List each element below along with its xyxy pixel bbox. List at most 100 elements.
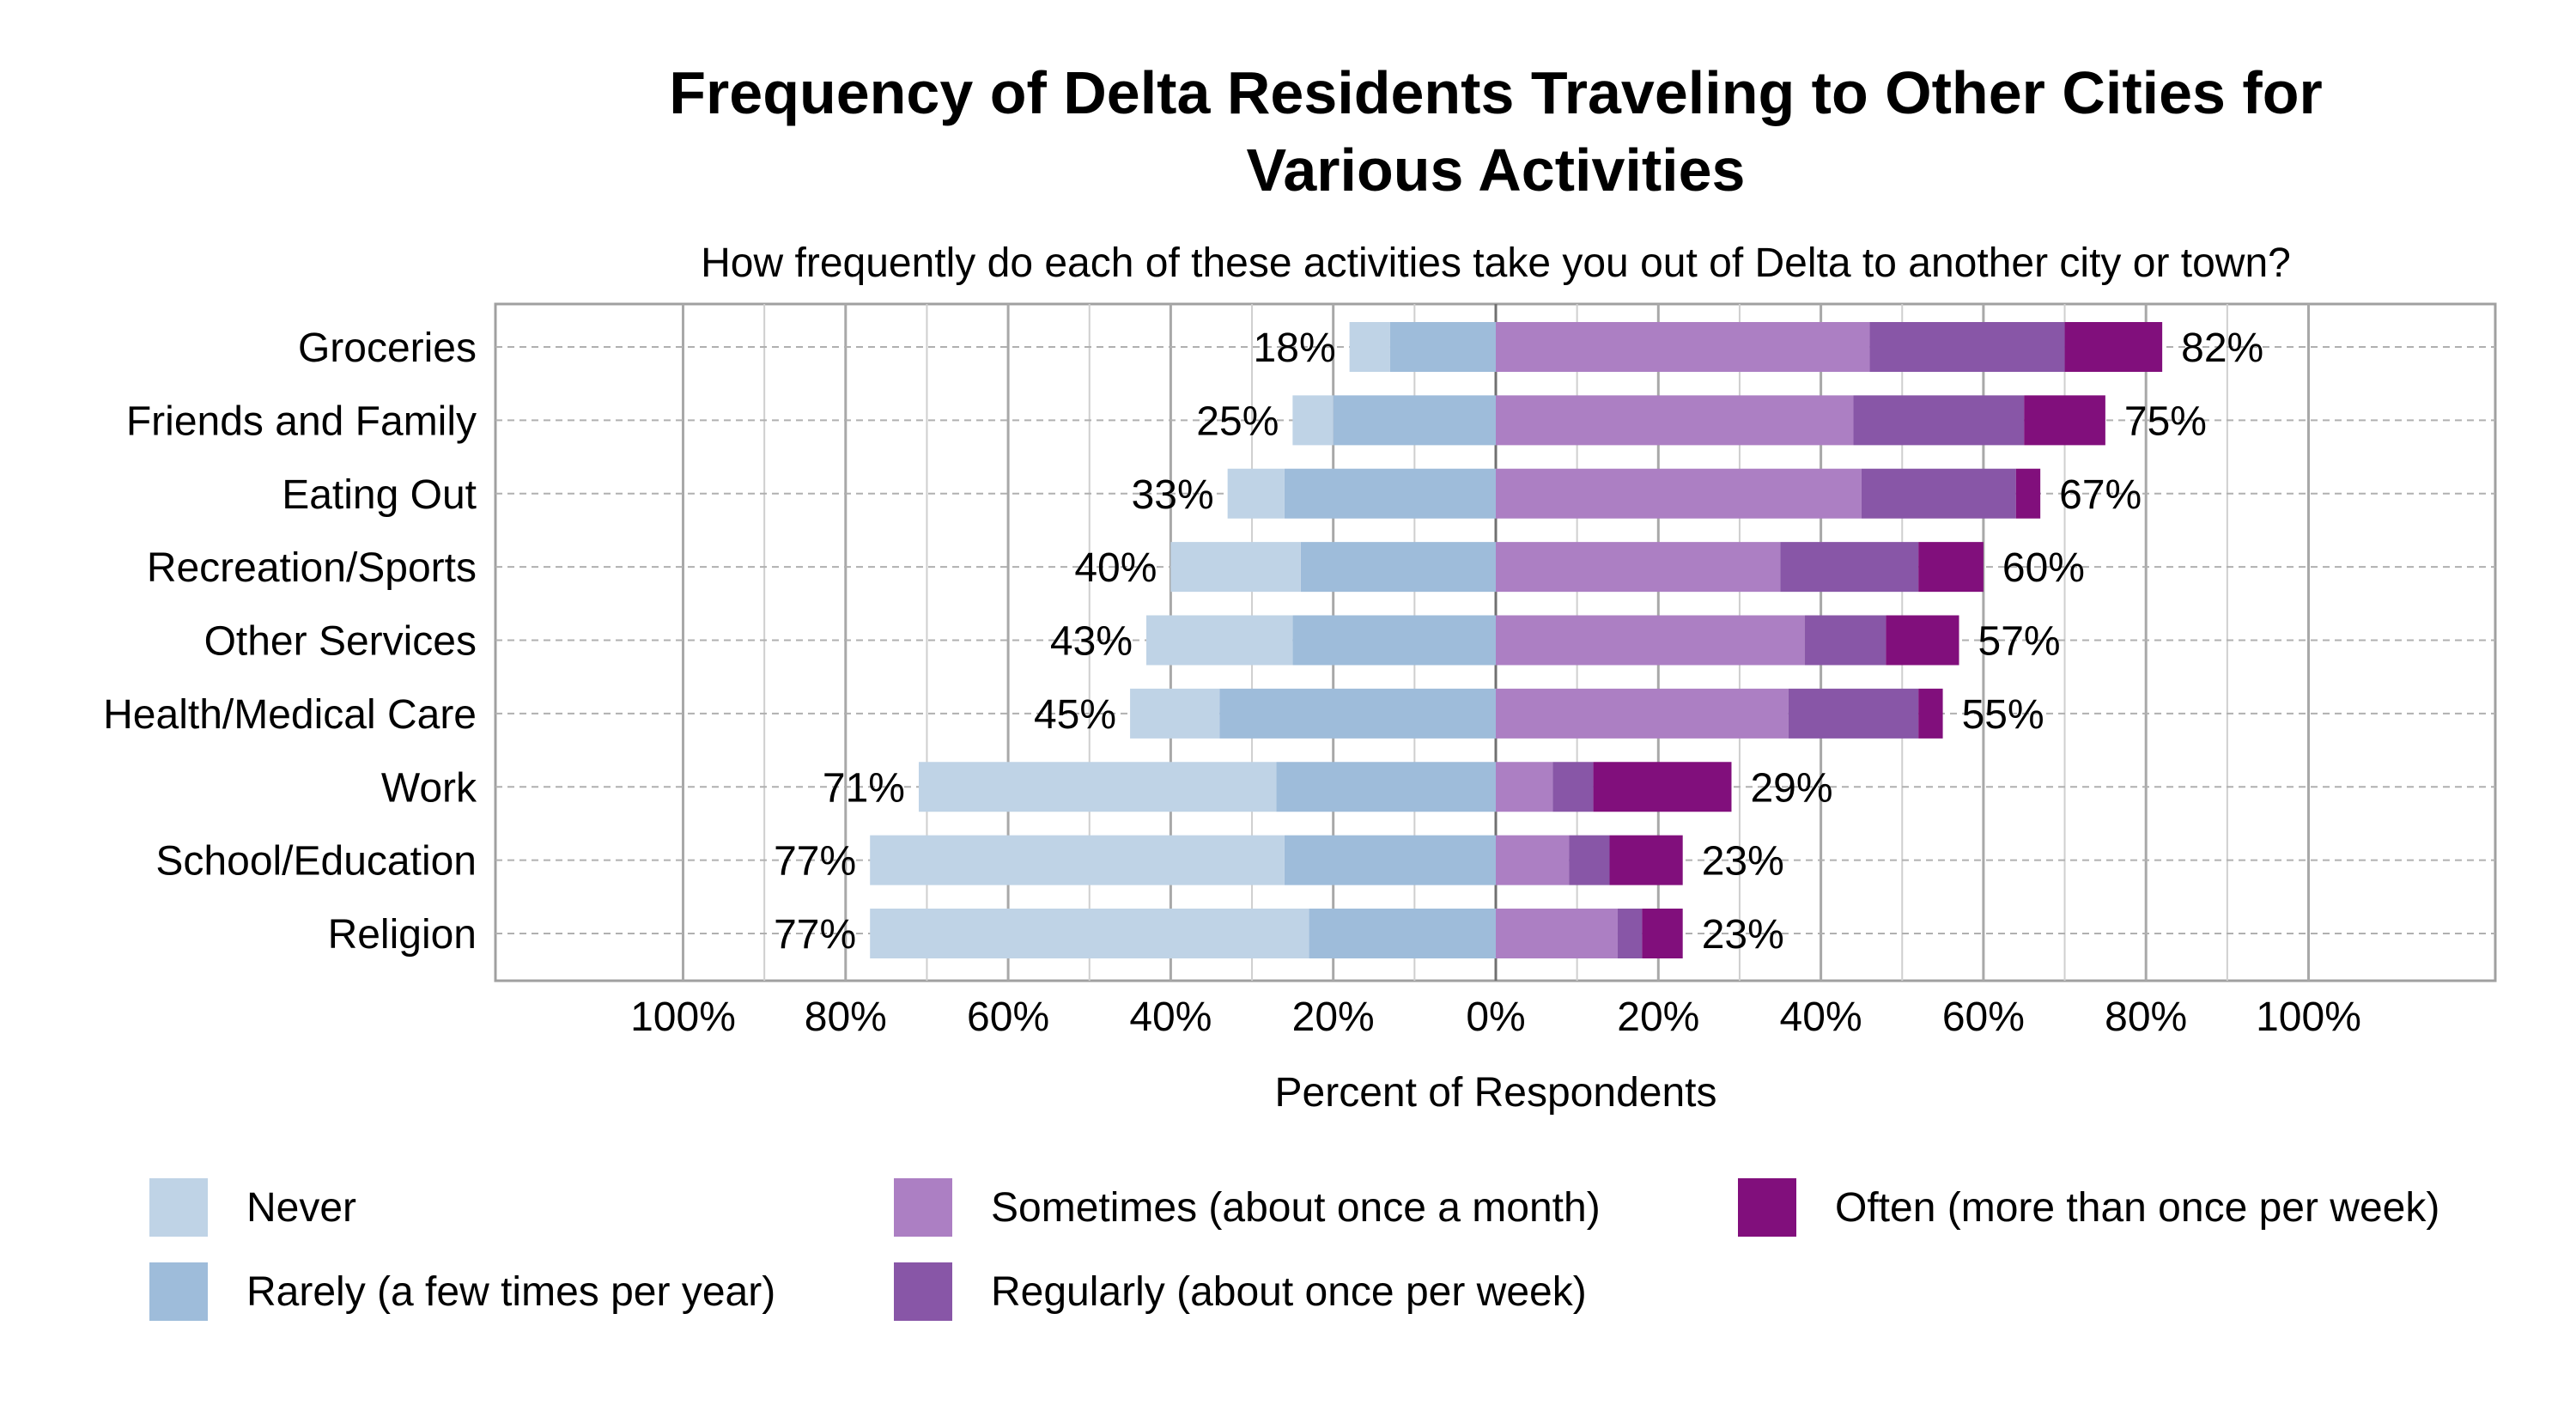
legend-label: Regularly (about once per week) bbox=[991, 1269, 1587, 1315]
bar-segment-often bbox=[2015, 468, 2041, 519]
x-tick-label: 0% bbox=[1466, 994, 1525, 1040]
legend-swatch bbox=[1738, 1178, 1796, 1237]
positive-total-label: 57% bbox=[1978, 619, 2061, 665]
positive-total-label: 23% bbox=[1702, 839, 1784, 885]
category-label: Other Services bbox=[204, 619, 477, 665]
bar-segment-rarely bbox=[1389, 322, 1496, 372]
bar-segment-regularly bbox=[1804, 615, 1886, 666]
chart-subtitle: How frequently do each of these activiti… bbox=[701, 240, 2291, 286]
bar-segment-sometimes bbox=[1496, 688, 1789, 739]
x-tick-label: 20% bbox=[1292, 994, 1375, 1040]
category-label: Health/Medical Care bbox=[103, 692, 477, 738]
bar-segment-rarely bbox=[1300, 542, 1496, 593]
bar-segment-regularly bbox=[1861, 468, 2016, 519]
category-label: Work bbox=[381, 765, 477, 811]
x-tick-label: 60% bbox=[1942, 994, 2025, 1040]
bar-segment-regularly bbox=[1617, 909, 1643, 958]
category-label: Recreation/Sports bbox=[147, 545, 477, 591]
bar-segment-often bbox=[2064, 322, 2163, 372]
bar-segment-regularly bbox=[1788, 688, 1919, 739]
legend-label: Never bbox=[246, 1185, 356, 1231]
bar-segment-sometimes bbox=[1496, 762, 1553, 812]
bar-segment-sometimes bbox=[1496, 322, 1870, 372]
bar-segment-regularly bbox=[1552, 762, 1594, 812]
bar-segment-often bbox=[1609, 835, 1683, 885]
negative-total-label: 77% bbox=[774, 912, 856, 958]
x-tick-label: 100% bbox=[630, 994, 736, 1040]
positive-total-label: 29% bbox=[1750, 765, 1832, 811]
legend-swatch bbox=[894, 1262, 952, 1321]
x-tick-label: 60% bbox=[967, 994, 1049, 1040]
bar-segment-often bbox=[1642, 909, 1683, 958]
positive-total-label: 60% bbox=[2002, 545, 2085, 591]
bar-segment-rarely bbox=[1292, 615, 1496, 666]
bar-segment-sometimes bbox=[1496, 542, 1781, 593]
bar-segment-never bbox=[918, 762, 1277, 812]
plot-area: Groceries 18% 82% Friends and Family 25% 75% E… bbox=[103, 302, 2497, 1040]
bar-segment-rarely bbox=[1284, 468, 1496, 519]
negative-total-label: 40% bbox=[1074, 545, 1157, 591]
bar-segment-never bbox=[1349, 322, 1390, 372]
bar-segment-sometimes bbox=[1496, 909, 1618, 958]
category-label: School/Education bbox=[155, 839, 477, 885]
negative-total-label: 43% bbox=[1050, 619, 1133, 665]
positive-total-label: 82% bbox=[2181, 325, 2263, 371]
legend-swatch bbox=[894, 1178, 952, 1237]
bar-segment-rarely bbox=[1309, 909, 1496, 958]
legend: Never Rarely (a few times per year) Someti… bbox=[149, 1178, 2439, 1321]
positive-total-label: 75% bbox=[2124, 398, 2207, 444]
bar-segment-often bbox=[1886, 615, 1959, 666]
x-tick-label: 80% bbox=[2105, 994, 2187, 1040]
positive-total-label: 67% bbox=[2059, 472, 2142, 518]
bar-segment-never bbox=[1130, 688, 1220, 739]
negative-total-label: 77% bbox=[774, 839, 856, 885]
legend-swatch bbox=[149, 1262, 208, 1321]
positive-total-label: 55% bbox=[1962, 692, 2044, 738]
legend-label: Sometimes (about once a month) bbox=[991, 1185, 1601, 1231]
bar-segment-rarely bbox=[1276, 762, 1496, 812]
bar-segment-rarely bbox=[1284, 835, 1496, 885]
negative-total-label: 33% bbox=[1132, 472, 1214, 518]
bar-segment-often bbox=[1918, 688, 1943, 739]
bar-segment-never bbox=[870, 909, 1309, 958]
x-axis-label: Percent of Respondents bbox=[1275, 1070, 1717, 1116]
bar-segment-never bbox=[870, 835, 1285, 885]
category-label: Groceries bbox=[298, 325, 477, 371]
chart-title-line-2: Various Activities bbox=[1247, 137, 1746, 204]
bar-segment-regularly bbox=[1569, 835, 1610, 885]
category-label: Eating Out bbox=[282, 472, 477, 518]
x-tick-label: 20% bbox=[1617, 994, 1699, 1040]
negative-total-label: 18% bbox=[1254, 325, 1336, 371]
bar-segment-never bbox=[1146, 615, 1293, 666]
negative-total-label: 25% bbox=[1196, 398, 1279, 444]
bar-segment-sometimes bbox=[1496, 835, 1570, 885]
category-label: Religion bbox=[328, 912, 477, 958]
bar-segment-often bbox=[1593, 762, 1732, 812]
bar-segment-regularly bbox=[1780, 542, 1919, 593]
negative-total-label: 45% bbox=[1034, 692, 1116, 738]
bar-segment-rarely bbox=[1219, 688, 1496, 739]
bar-segment-rarely bbox=[1333, 395, 1496, 446]
bar-segment-never bbox=[1170, 542, 1301, 593]
x-tick-label: 100% bbox=[2256, 994, 2361, 1040]
bar-segment-never bbox=[1292, 395, 1334, 446]
bar-segment-regularly bbox=[1869, 322, 2065, 372]
positive-total-label: 23% bbox=[1702, 912, 1784, 958]
x-tick-label: 40% bbox=[1129, 994, 1212, 1040]
bar-segment-never bbox=[1227, 468, 1285, 519]
legend-label: Rarely (a few times per year) bbox=[246, 1269, 775, 1315]
x-tick-label: 80% bbox=[805, 994, 887, 1040]
legend-swatch bbox=[149, 1178, 208, 1237]
bar-segment-sometimes bbox=[1496, 395, 1854, 446]
x-tick-label: 40% bbox=[1780, 994, 1862, 1040]
chart-title-line-1: Frequency of Delta Residents Traveling t… bbox=[669, 59, 2322, 126]
bar-segment-sometimes bbox=[1496, 615, 1805, 666]
category-label: Friends and Family bbox=[126, 398, 477, 444]
bar-segment-often bbox=[2024, 395, 2105, 446]
legend-label: Often (more than once per week) bbox=[1835, 1185, 2439, 1231]
bar-segment-often bbox=[1918, 542, 1984, 593]
negative-total-label: 71% bbox=[823, 765, 905, 811]
bar-segment-regularly bbox=[1853, 395, 2025, 446]
bar-segment-sometimes bbox=[1496, 468, 1862, 519]
